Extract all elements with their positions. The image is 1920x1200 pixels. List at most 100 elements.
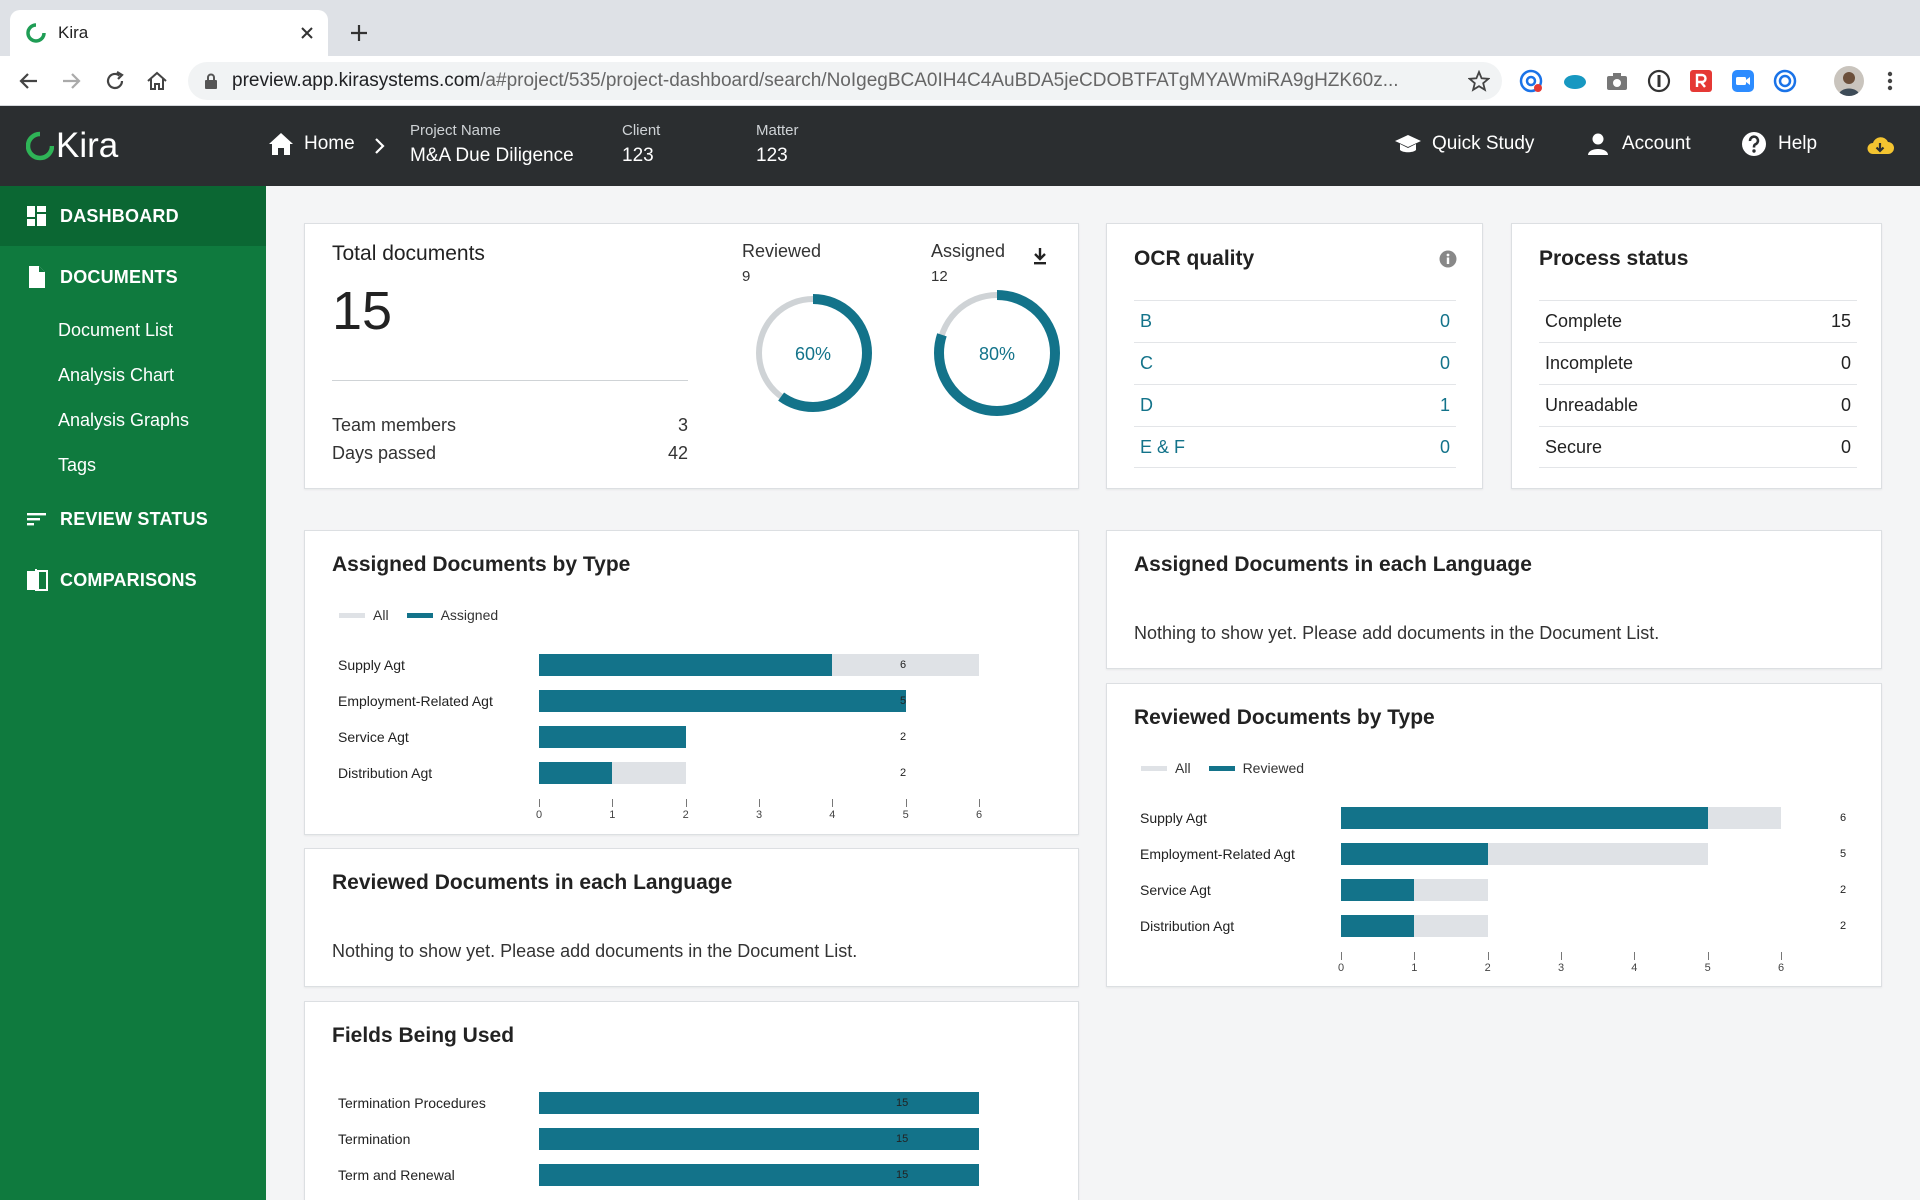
sidebar-item-comparisons[interactable]: COMPARISONS — [26, 568, 197, 592]
camera-extension-icon[interactable] — [1604, 68, 1630, 94]
browser-menu-icon[interactable] — [1880, 68, 1900, 94]
ocr-row[interactable]: C 0 — [1134, 342, 1456, 384]
target-extension-icon[interactable] — [1772, 68, 1798, 94]
sidebar-item-review-status[interactable]: REVIEW STATUS — [26, 507, 208, 531]
user-icon — [1584, 130, 1612, 158]
logo-text: Kira — [56, 126, 119, 165]
bar-category-label: Supply Agt — [1140, 810, 1207, 826]
home-link[interactable]: Home — [268, 132, 355, 156]
account-button[interactable]: Account — [1584, 130, 1691, 158]
axis-tick-label: 5 — [902, 809, 909, 821]
kira-logo-icon — [26, 131, 54, 161]
process-value: 15 — [1830, 311, 1851, 331]
team-members-row: Team members 3 — [332, 415, 688, 436]
zoom-extension-icon[interactable] — [1730, 68, 1756, 94]
matter-info: Matter 123 — [756, 122, 799, 167]
help-label: Help — [1778, 133, 1818, 154]
reviewed-by-type-title: Reviewed Documents by Type — [1134, 706, 1435, 729]
bookmark-star-icon[interactable] — [1468, 70, 1490, 92]
process-row: Secure 0 — [1539, 426, 1857, 468]
profile-avatar[interactable] — [1834, 66, 1864, 96]
assigned-count: 12 — [931, 268, 948, 285]
bar-category-label: Service Agt — [1140, 882, 1211, 898]
process-row: Incomplete 0 — [1539, 342, 1857, 384]
salesforce-extension-icon[interactable] — [1562, 68, 1588, 94]
client-value: 123 — [622, 145, 654, 166]
bar-value-label: 2 — [1840, 884, 1847, 896]
bar-value — [539, 690, 906, 712]
sidebar-item-dashboard-label: DASHBOARD — [60, 205, 179, 226]
ocr-grade-label: C — [1140, 353, 1153, 373]
total-documents-count: 15 — [332, 281, 393, 341]
axis-tick — [1341, 952, 1342, 960]
url-text: preview.app.kirasystems.com/a#project/53… — [232, 70, 1399, 91]
matter-key: Matter — [756, 122, 799, 139]
ocr-grade-value: 0 — [1439, 353, 1450, 373]
assigned-donut: 80% — [934, 290, 1060, 416]
cloud-download-icon — [1866, 132, 1894, 160]
quick-study-button[interactable]: Quick Study — [1394, 130, 1534, 158]
sidebar-item-review-status-label: REVIEW STATUS — [60, 508, 208, 529]
bar-category-label: Term and Renewal — [338, 1167, 455, 1183]
extension-at-icon[interactable] — [1518, 68, 1544, 94]
ocr-row[interactable]: D 1 — [1134, 384, 1456, 426]
reviewed-donut-arc — [754, 294, 872, 412]
chevron-right-icon — [372, 136, 386, 156]
bar-value-label: 5 — [1840, 848, 1847, 860]
axis-tick — [1634, 952, 1636, 960]
bar-value — [539, 1128, 979, 1150]
reviewed-donut: 60% — [754, 294, 872, 412]
legend-assigned-label: Assigned — [440, 607, 499, 623]
days-passed-label: Days passed — [332, 443, 437, 463]
password-extension-icon[interactable] — [1646, 68, 1672, 94]
ocr-grade-value: 0 — [1439, 311, 1450, 331]
cloud-download-button[interactable] — [1866, 132, 1904, 160]
legend-swatch-reviewed — [1208, 765, 1235, 771]
account-label: Account — [1622, 133, 1691, 154]
home-page-icon[interactable] — [144, 68, 170, 94]
info-icon[interactable] — [1439, 250, 1457, 268]
axis-tick-label: 1 — [609, 809, 616, 821]
help-button[interactable]: Help — [1740, 130, 1817, 158]
axis-tick — [979, 799, 980, 807]
bar-category-label: Supply Agt — [338, 657, 405, 673]
ocr-row[interactable]: B 0 — [1134, 300, 1456, 342]
address-bar[interactable]: preview.app.kirasystems.com/a#project/53… — [188, 62, 1502, 100]
close-tab-icon[interactable] — [298, 24, 316, 42]
reload-icon[interactable] — [102, 68, 128, 94]
sidebar-item-analysis-chart[interactable]: Analysis Chart — [58, 365, 175, 385]
bar-value — [539, 1092, 979, 1114]
kira-logo[interactable]: Kira — [26, 126, 118, 166]
ocr-grade-label: E & F — [1140, 436, 1186, 457]
download-icon[interactable] — [1032, 247, 1048, 265]
sidebar-item-dashboard[interactable]: DASHBOARD — [26, 204, 179, 228]
process-row: Unreadable 0 — [1539, 384, 1857, 426]
browser-tab[interactable]: Kira — [10, 10, 328, 56]
tab-title: Kira — [58, 23, 89, 42]
bar-value — [1341, 843, 1488, 865]
graduation-cap-icon — [1394, 130, 1422, 158]
sidebar-item-analysis-graphs[interactable]: Analysis Graphs — [58, 410, 190, 430]
quick-study-label: Quick Study — [1432, 133, 1535, 154]
bar-category-label: Distribution Agt — [338, 765, 433, 781]
process-label: Complete — [1545, 311, 1623, 331]
sidebar-item-documents[interactable]: DOCUMENTS — [26, 265, 178, 289]
sidebar-item-document-list[interactable]: Document List — [58, 320, 174, 340]
bar-value — [1341, 879, 1415, 901]
sidebar-item-tags[interactable]: Tags — [58, 455, 97, 475]
bar-value — [1341, 807, 1708, 829]
bar-category-label: Employment-Related Agt — [1140, 846, 1295, 862]
axis-tick — [759, 799, 760, 807]
ocr-grade-label: B — [1140, 311, 1153, 331]
axis-tick-label: 0 — [535, 809, 543, 821]
forward-arrow-icon[interactable] — [58, 68, 84, 94]
ocr-quality-card: OCR quality B 0 C 0 D 1 E & F 0 — [1106, 223, 1483, 489]
axis-tick-label: 6 — [1777, 962, 1785, 974]
axis-tick-label: 5 — [1704, 962, 1711, 974]
back-arrow-icon[interactable] — [16, 68, 42, 94]
bar-value-label: 2 — [900, 767, 907, 779]
legend-swatch-assigned — [406, 612, 433, 618]
r-extension-icon[interactable] — [1688, 68, 1714, 94]
ocr-row[interactable]: E & F 0 — [1134, 426, 1456, 468]
new-tab-icon[interactable] — [348, 22, 370, 44]
